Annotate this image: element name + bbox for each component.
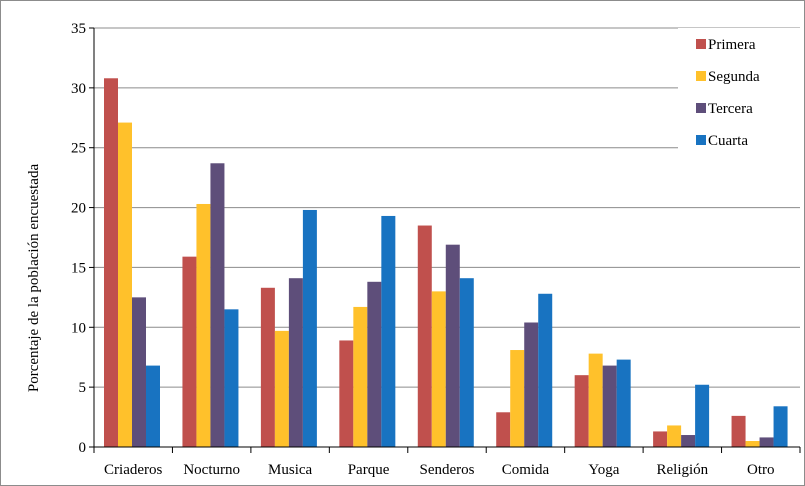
y-tick-label: 30 <box>71 81 86 97</box>
bar-tercera-8 <box>759 437 774 447</box>
legend-swatch <box>696 71 706 81</box>
y-tick-labels: 0 5 10 15 20 25 30 35 <box>71 21 94 456</box>
bar-tercera-7 <box>681 435 696 447</box>
x-tick-label: Senderos <box>420 462 475 478</box>
bar-cuarta-7 <box>695 384 710 447</box>
bar-segunda-8 <box>745 441 760 447</box>
bar-segunda-2 <box>274 330 289 447</box>
x-tick-label: Yoga <box>588 462 619 478</box>
x-tick-label: Comida <box>502 462 550 478</box>
bar-tercera-0 <box>132 297 146 447</box>
bar-cuarta-1 <box>224 309 239 447</box>
bar-cuarta-4 <box>459 278 474 447</box>
bar-primera-1 <box>182 256 197 447</box>
bar-cuarta-6 <box>616 359 631 447</box>
y-tick-label: 0 <box>79 440 87 456</box>
bar-primera-2 <box>260 287 275 447</box>
y-axis-label: Porcentaje de la población encuestada <box>26 164 42 393</box>
bar-tercera-3 <box>367 281 382 447</box>
legend-label: Primera <box>708 37 756 53</box>
y-tick-label: 5 <box>79 380 87 396</box>
bar-cuarta-5 <box>538 293 553 447</box>
bar-tercera-6 <box>602 365 617 447</box>
x-tick-label: Religión <box>656 462 708 478</box>
bar-primera-0 <box>104 78 118 447</box>
bar-segunda-6 <box>588 353 603 447</box>
bar-primera-7 <box>653 431 668 447</box>
bar-tercera-1 <box>210 163 225 447</box>
bar-primera-4 <box>417 225 432 447</box>
x-tick-label: Parque <box>348 462 390 478</box>
legend-swatch <box>696 103 706 113</box>
y-tick-label: 10 <box>71 320 86 336</box>
bar-segunda-0 <box>118 122 132 448</box>
y-tick-label: 25 <box>71 141 86 157</box>
bar-primera-5 <box>496 412 511 447</box>
bars <box>104 78 788 448</box>
legend-label: Segunda <box>708 69 760 85</box>
x-tick-label: Musica <box>268 462 313 478</box>
x-tick-label: Nocturno <box>183 462 240 478</box>
axes <box>93 28 801 453</box>
bar-primera-6 <box>574 375 589 447</box>
legend: Primera Segunda Tercera Cuarta <box>678 28 800 158</box>
bar-segunda-7 <box>667 425 682 447</box>
legend-label: Cuarta <box>708 133 748 149</box>
x-tick-label: Otro <box>747 462 775 478</box>
bar-cuarta-8 <box>773 406 788 447</box>
legend-swatch <box>696 39 706 49</box>
bar-tercera-5 <box>524 322 539 447</box>
bar-primera-3 <box>339 340 354 447</box>
bar-cuarta-2 <box>302 209 317 447</box>
bar-primera-8 <box>731 415 746 447</box>
legend-swatch <box>696 135 706 145</box>
bar-segunda-3 <box>353 306 368 447</box>
bar-segunda-1 <box>196 203 211 447</box>
bar-tercera-4 <box>445 244 460 447</box>
bar-cuarta-0 <box>146 365 160 447</box>
x-tick-labels: Criaderos Nocturno Musica Parque Senderos Com… <box>104 462 774 478</box>
bar-cuarta-3 <box>381 215 396 447</box>
y-tick-label: 20 <box>71 201 86 217</box>
bar-tercera-2 <box>288 278 303 447</box>
y-tick-label: 15 <box>71 260 86 276</box>
legend-label: Tercera <box>708 101 753 117</box>
x-tick-label: Criaderos <box>104 462 162 478</box>
bar-segunda-4 <box>431 291 446 447</box>
y-tick-label: 35 <box>71 21 86 37</box>
bar-segunda-5 <box>510 350 525 447</box>
